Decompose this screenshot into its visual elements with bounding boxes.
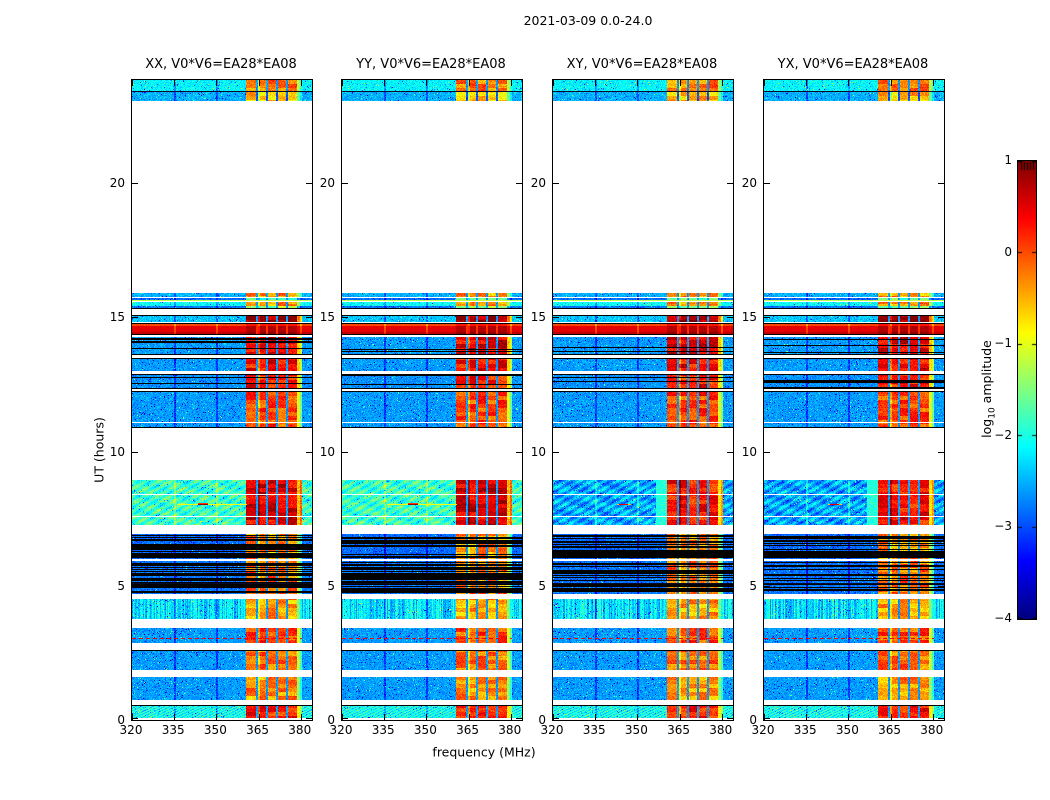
colorbar-tick-label: −4 (994, 611, 1012, 625)
y-tick-label: 5 (327, 578, 335, 593)
panel-title-yy: YY, V0*V6=EA28*EA08 (356, 57, 506, 72)
x-tick-label: 365 (246, 723, 270, 737)
x-tick-label: 335 (582, 723, 606, 737)
y-tick-label: 20 (741, 176, 757, 191)
colorbar-gradient (1017, 160, 1037, 620)
colorbar-tick-label: 1 (1004, 153, 1012, 167)
x-tick-label: 350 (624, 723, 648, 737)
y-tick-label: 5 (117, 578, 125, 593)
y-tick-label: 15 (741, 310, 757, 325)
colorbar-tick-label: −2 (994, 427, 1012, 442)
x-tick-label: 320 (119, 723, 143, 737)
y-tick-label: 15 (530, 310, 546, 325)
colorbar-label: log10 amplitude (979, 340, 998, 438)
x-tick-label: 320 (751, 723, 775, 737)
x-tick-label: 380 (920, 723, 944, 737)
x-tick-label: 335 (793, 723, 817, 737)
colorbar-tick-label: −1 (994, 336, 1012, 351)
y-tick-label: 0 (749, 713, 757, 727)
x-tick-label: 380 (498, 723, 522, 737)
x-tick-label: 380 (288, 723, 312, 737)
y-tick-label: 10 (530, 444, 546, 459)
x-tick-label: 350 (203, 723, 227, 737)
y-tick-label: 10 (109, 444, 125, 459)
x-tick-label: 350 (835, 723, 859, 737)
colorbar-tick-label: 0 (1004, 244, 1012, 259)
spectrogram-panel-xx (131, 79, 313, 721)
y-tick-label: 15 (109, 310, 125, 325)
figure-title: 2021-03-09 0.0-24.0 (523, 13, 653, 28)
x-axis-label: frequency (MHz) (432, 744, 536, 760)
panel-title-xy: XY, V0*V6=EA28*EA08 (566, 57, 718, 72)
x-tick-label: 365 (667, 723, 691, 737)
y-tick-label: 0 (327, 713, 335, 727)
y-tick-label: 5 (538, 578, 546, 593)
spectrogram-panel-yy (341, 79, 523, 721)
y-tick-label: 20 (109, 176, 125, 191)
x-tick-label: 335 (371, 723, 395, 737)
y-tick-label: 10 (741, 444, 757, 459)
y-tick-label: 20 (530, 176, 546, 191)
x-tick-label: 365 (878, 723, 902, 737)
x-tick-label: 365 (456, 723, 480, 737)
y-tick-label: 0 (117, 713, 125, 727)
x-tick-label: 320 (329, 723, 353, 737)
y-tick-label: 0 (538, 713, 546, 727)
panel-title-xx: XX, V0*V6=EA28*EA08 (145, 57, 297, 72)
colorbar-tick-label: −3 (994, 519, 1012, 534)
colorbar-label-sub: 10 (987, 407, 998, 419)
y-tick-label: 20 (319, 176, 335, 191)
x-tick-label: 335 (161, 723, 185, 737)
x-tick-label: 380 (709, 723, 733, 737)
panel-title-yx: YX, V0*V6=EA28*EA08 (777, 57, 929, 72)
y-tick-label: 5 (749, 578, 757, 593)
y-tick-label: 10 (319, 444, 335, 459)
x-tick-label: 320 (540, 723, 564, 737)
y-tick-label: 15 (319, 310, 335, 325)
spectrogram-panel-xy (552, 79, 734, 721)
x-tick-label: 350 (413, 723, 437, 737)
spectrogram-panel-yx (763, 79, 945, 721)
